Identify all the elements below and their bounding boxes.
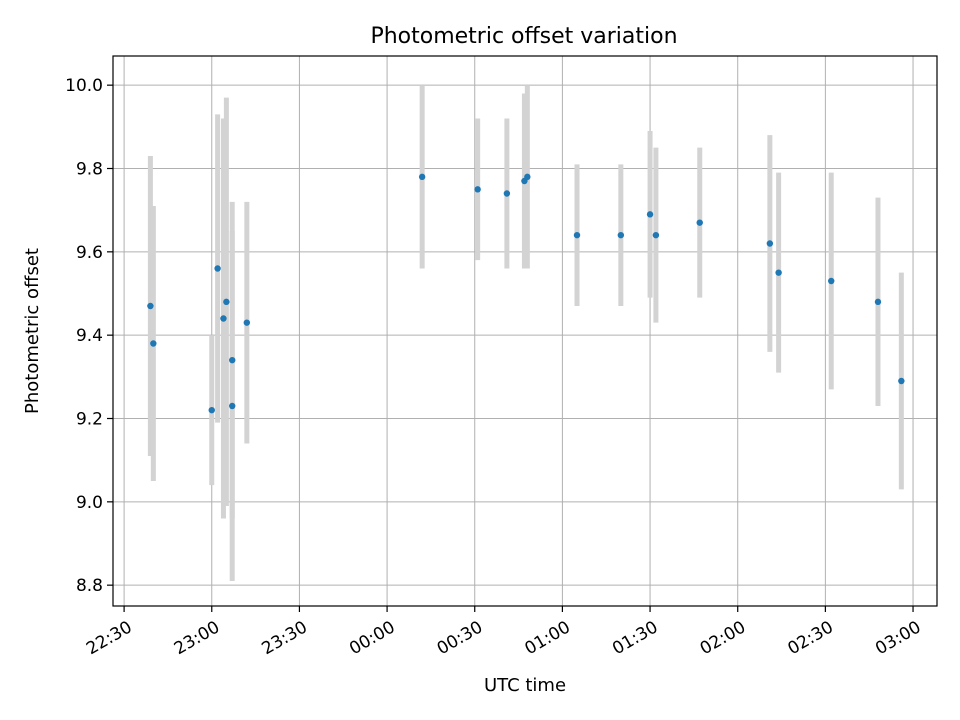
data-point (652, 231, 660, 239)
data-point (503, 190, 511, 197)
chart-title: Photometric offset variation (370, 24, 677, 49)
data-point (646, 211, 654, 218)
plot-frame (112, 55, 938, 607)
data-point (150, 340, 157, 347)
x-axis: 22:30 23:00 23:30 00:00 00:30 01:00 01:30 02:00… (83, 606, 925, 659)
data-point (898, 377, 905, 385)
data-point (147, 302, 154, 310)
x-tick-label: 23:30 (258, 617, 310, 659)
data-point (766, 240, 774, 247)
data-point (573, 231, 581, 239)
data-point (229, 356, 236, 364)
x-tick-label: 00:00 (346, 617, 398, 659)
x-tick-label: 01:00 (521, 617, 573, 659)
data-point (617, 231, 625, 239)
data-point (828, 277, 835, 285)
data-point (214, 265, 221, 272)
y-axis-label: Photometric offset (22, 248, 43, 414)
data-point (474, 186, 481, 193)
y-tick-label: 9.8 (76, 160, 103, 180)
data-point (524, 173, 531, 181)
data-point (229, 402, 236, 410)
data-points (147, 173, 905, 414)
x-tick-label: 02:00 (697, 617, 749, 659)
x-tick-label: 03:00 (872, 617, 924, 659)
error-bars (147, 85, 904, 581)
y-tick-label: 9.0 (76, 493, 103, 513)
y-tick-label: 9.2 (76, 410, 103, 430)
data-point (223, 298, 230, 306)
y-axis: 8.8 9.0 9.2 9.4 9.6 9.8 10.0 (65, 76, 113, 596)
x-axis-label: UTC time (484, 675, 566, 696)
data-point (243, 319, 251, 326)
data-point (220, 315, 227, 322)
y-tick-label: 9.4 (76, 326, 103, 346)
x-tick-label: 01:30 (609, 617, 661, 659)
data-point (874, 298, 882, 306)
x-tick-label: 22:30 (83, 617, 135, 659)
data-point (775, 269, 782, 276)
y-tick-label: 8.8 (76, 576, 103, 596)
data-point (418, 173, 426, 181)
y-tick-label: 10.0 (65, 76, 103, 96)
x-tick-label: 23:00 (171, 617, 223, 659)
x-tick-label: 00:30 (434, 617, 486, 659)
data-point (208, 406, 215, 414)
data-point (696, 219, 703, 226)
y-tick-label: 9.6 (76, 243, 103, 263)
x-tick-label: 02:30 (784, 617, 836, 659)
